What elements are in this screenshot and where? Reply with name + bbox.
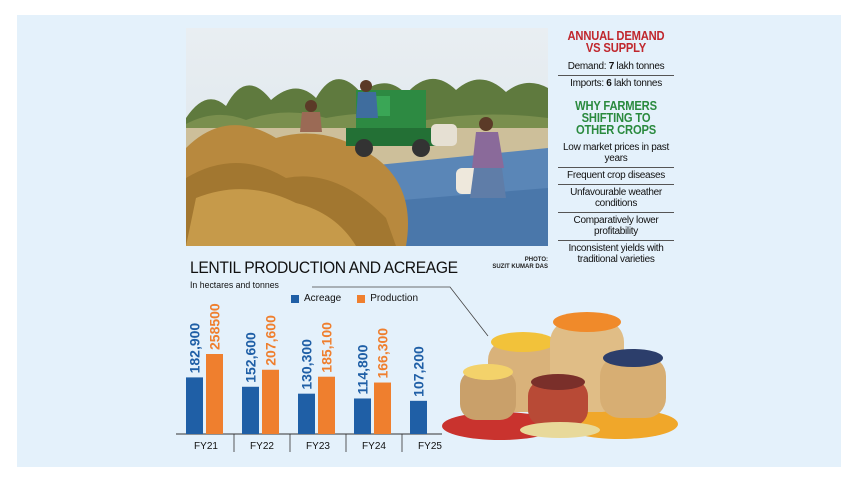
legend-item-acreage: Acreage	[291, 293, 341, 304]
bar-acreage-fy24	[354, 398, 371, 434]
legend-label-acreage: Acreage	[304, 293, 342, 304]
leader-line	[312, 286, 489, 337]
demand-unit: lakh tonnes	[613, 61, 665, 72]
bar-acreage-fy23	[298, 393, 315, 434]
bars-group: 182,900 258500 FY21 152,600 207,600 FY22 130,3…	[176, 303, 442, 452]
imports-row: Imports: 6 lakh tonnes	[558, 76, 674, 92]
reason-item: Inconsistent yields with traditional var…	[568, 243, 664, 265]
bar-production-fy24	[374, 382, 391, 434]
demand-block: Demand: 7 lakh tonnes Imports: 6 lakh to…	[558, 59, 674, 92]
data-label-production-fy23: 185,100	[319, 322, 335, 373]
legend-swatch-production	[357, 294, 366, 303]
side-info-panel: ANNUAL DEMAND VS SUPPLY Demand: 7 lakh t…	[558, 28, 674, 268]
data-label-acreage-fy24: 114,800	[355, 344, 371, 394]
reason-item: Low market prices in past years	[558, 140, 674, 168]
legend-label-production: Production	[370, 293, 419, 304]
tick-label-fy21: FY21	[194, 441, 218, 452]
legend-item-production: Production	[357, 293, 418, 304]
bar-production-fy22	[262, 369, 279, 434]
tick-label-fy22: FY22	[250, 441, 274, 452]
demand-label: Demand:	[567, 61, 609, 72]
data-label-production-fy24: 166,300	[375, 328, 391, 379]
photo-credit-name: SUZIT KUMAR DAS	[492, 264, 548, 270]
chart-subtitle: In hectares and tonnes	[190, 280, 279, 291]
reasons-list: Low market prices in past years Frequent…	[558, 140, 674, 268]
legend-swatch-acreage	[291, 294, 299, 303]
reason-item: Comparatively lower profitability	[558, 213, 674, 241]
demand-heading: ANNUAL DEMAND VS SUPPLY	[567, 28, 665, 55]
reason-item: Frequent crop diseases	[558, 168, 674, 185]
data-label-acreage-fy23: 130,300	[299, 339, 315, 390]
data-label-production-fy21: 258500	[207, 303, 223, 350]
tick-label-fy24: FY24	[362, 441, 386, 452]
imports-unit: lakh tonnes	[611, 78, 662, 89]
bar-production-fy23	[318, 376, 335, 434]
chart-legend: Acreage Production	[291, 293, 434, 304]
chart-title: LENTIL PRODUCTION AND ACREAGE	[190, 258, 458, 277]
data-label-production-fy22: 207,600	[263, 315, 279, 366]
bar-acreage-fy25	[410, 400, 427, 434]
why-heading: WHY FARMERS SHIFTING TO OTHER CROPS	[575, 98, 657, 137]
demand-value: 7	[608, 61, 615, 72]
data-label-acreage-fy21: 182,900	[187, 323, 203, 374]
lentil-sacks-illustration	[442, 312, 678, 440]
reason-item: Unfavourable weather conditions	[558, 185, 674, 213]
bar-acreage-fy21	[186, 377, 203, 434]
data-label-acreage-fy25: 107,200	[411, 346, 427, 397]
imports-label: Imports:	[570, 78, 607, 89]
data-label-acreage-fy22: 152,600	[243, 332, 259, 383]
harvest-photo	[186, 28, 548, 246]
tick-label-fy25: FY25	[418, 441, 442, 452]
bar-acreage-fy22	[242, 386, 259, 434]
imports-value: 6	[606, 78, 612, 89]
bar-production-fy21	[206, 354, 223, 434]
photo-credit-label: PHOTO:	[524, 257, 548, 263]
demand-row: Demand: 7 lakh tonnes	[558, 59, 674, 76]
tick-label-fy23: FY23	[306, 441, 330, 452]
photo-credit: PHOTO: SUZIT KUMAR DAS	[440, 257, 548, 271]
